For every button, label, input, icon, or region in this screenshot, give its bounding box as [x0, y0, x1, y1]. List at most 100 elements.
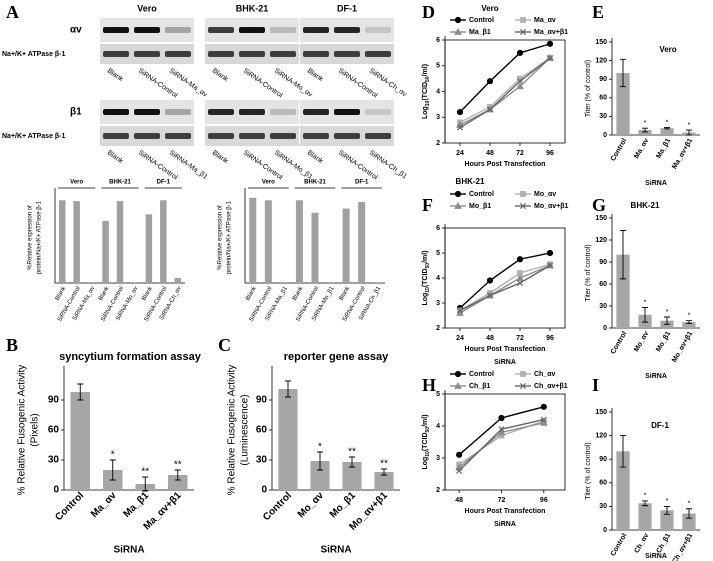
y-tick-label: 4	[436, 275, 440, 282]
x-tick-label: 96	[546, 335, 554, 342]
x-tick-label: 24	[456, 335, 464, 342]
x-axis-label: SiRNA	[494, 521, 516, 528]
y-axis-label-part: 50	[425, 263, 431, 269]
y-axis-label: Log10(TCID50/ml)	[422, 250, 431, 305]
panel-label: E	[592, 2, 604, 22]
bar	[342, 208, 350, 283]
data-point	[456, 467, 463, 474]
significance-label: *	[666, 309, 669, 316]
legend-marker	[519, 28, 527, 36]
bar	[295, 200, 303, 283]
legend-label: Ch_αv+β1	[534, 383, 568, 390]
significance-label: **	[141, 467, 149, 478]
y-axis-label: protein/Na+/K+ ATPase β-1	[227, 200, 233, 274]
blot-band	[270, 51, 296, 57]
error-bar	[664, 505, 670, 515]
group-label: BHK-21	[109, 180, 131, 186]
error-bar	[317, 451, 323, 471]
data-point	[498, 414, 505, 422]
chart-title: syncytium formation assay	[59, 351, 202, 363]
x-tick-label: Ma_αv+β1	[671, 137, 694, 170]
error-bar	[77, 383, 84, 401]
blot-lane-label: Blank	[211, 149, 230, 165]
y-tick-label: 4	[436, 423, 440, 430]
x-tick-label: Control	[610, 137, 629, 162]
x-tick-label: Blank	[55, 285, 68, 302]
blot-band	[208, 51, 234, 57]
blot-band	[270, 133, 296, 139]
y-axis-label: Titer (% of control)	[585, 442, 592, 499]
legend-marker	[454, 27, 462, 35]
error-bar	[686, 129, 692, 136]
series-line	[459, 57, 551, 124]
y-tick-label: 90	[256, 395, 268, 406]
bar	[660, 510, 674, 530]
y-tick-label: 90	[48, 395, 60, 406]
data-point	[486, 106, 494, 113]
legend-label: Mo_β1	[469, 203, 491, 210]
y-axis-label-part: /ml)	[422, 64, 429, 76]
error-bar	[642, 127, 648, 133]
bar	[616, 254, 630, 328]
data-point	[516, 273, 524, 281]
y-axis-label-part: (TCID	[422, 268, 429, 287]
y-axis-label-part: (TCID	[422, 82, 429, 101]
x-tick-label: Blank	[245, 285, 258, 302]
bar	[174, 278, 182, 283]
y-axis-label: Log10(TCID50/ml)	[422, 64, 431, 119]
y-tick-label: 150	[595, 409, 607, 416]
bar	[278, 389, 298, 490]
x-tick-label: Blank	[292, 285, 305, 302]
legend-label: Mo_αv+β1	[534, 203, 569, 210]
y-tick-label: 90	[599, 456, 607, 463]
blot-lane-label: Blank	[211, 67, 230, 83]
x-axis-label: SiRNA	[320, 545, 351, 556]
bar	[87, 282, 95, 283]
y-tick-label: 2	[436, 487, 440, 494]
chart-title: DF-1	[651, 421, 669, 430]
y-axis-label-part: 10	[425, 451, 431, 457]
x-tick-label: 72	[516, 335, 524, 342]
blot-band	[365, 27, 391, 33]
x-tick-label: Ma_β1	[655, 137, 672, 159]
legend-marker	[520, 17, 526, 23]
blot-band	[208, 109, 234, 115]
data-point	[516, 78, 524, 85]
x-tick-label: Ch_αv+β1	[671, 532, 694, 561]
bar	[73, 201, 80, 283]
x-axis-label: Hours Post Transfection	[465, 508, 546, 515]
error-bar	[142, 476, 149, 492]
data-point	[516, 279, 524, 287]
bar	[638, 130, 652, 135]
y-tick-label: 30	[599, 303, 607, 310]
y-axis-label-part: (TCID	[422, 432, 429, 451]
y-tick-label: 0	[53, 485, 59, 496]
y-tick-label: 0	[603, 527, 607, 534]
chart-title: BHK-21	[456, 177, 485, 186]
panel-label: G	[592, 195, 606, 215]
y-tick-label: 5	[436, 63, 440, 70]
legend-label: Ch_β1	[469, 383, 490, 390]
group-label: DF-1	[355, 180, 369, 186]
data-point	[516, 82, 524, 90]
plot-frame	[444, 227, 566, 329]
blot-band	[365, 133, 391, 139]
significance-label: *	[644, 299, 647, 306]
data-point	[546, 262, 554, 269]
panel-label: C	[218, 335, 231, 355]
blot-band	[134, 51, 160, 57]
blot-band	[103, 27, 129, 33]
error-bar	[620, 435, 626, 468]
bar	[358, 201, 366, 283]
x-axis-label: Hours Post Transfection	[465, 346, 546, 353]
blot-band	[365, 109, 391, 115]
blot-cell-label: DF-1	[337, 3, 357, 13]
bar	[327, 282, 335, 283]
x-tick-label: Control	[610, 330, 629, 355]
error-bar	[620, 230, 626, 280]
legend-marker	[519, 202, 527, 210]
legend-marker	[454, 16, 462, 24]
panel-label: D	[422, 2, 435, 22]
y-axis-label-part: /ml)	[422, 414, 429, 426]
significance-label: **	[348, 447, 356, 458]
